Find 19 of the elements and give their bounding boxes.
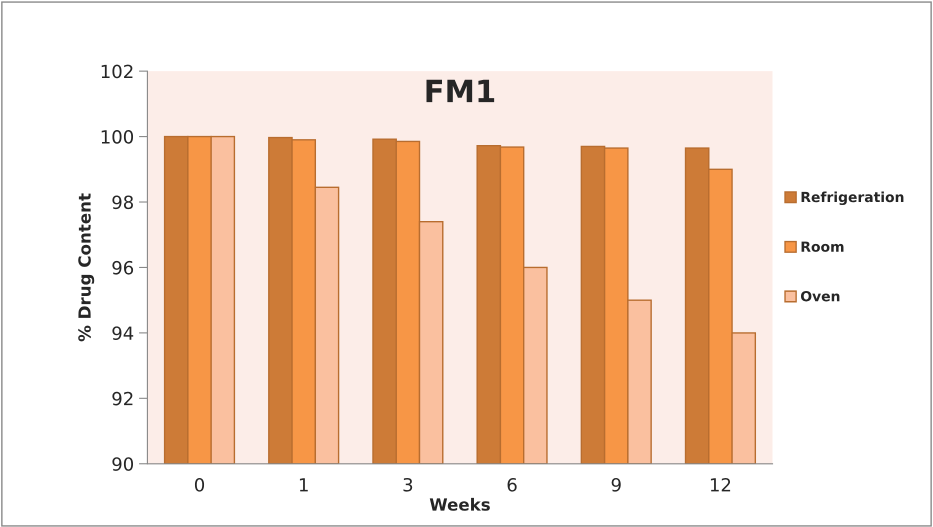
y-tick-label: 98 <box>112 195 133 210</box>
y-tick-label: 90 <box>112 457 134 471</box>
legend-label: Room <box>802 242 844 252</box>
y-tick-label: 94 <box>112 326 134 340</box>
y-tick-label: 102 <box>102 64 132 78</box>
x-tick-label: 1 <box>300 478 308 492</box>
y-axis-title: % Drug Content <box>78 193 94 342</box>
x-tick-label: 6 <box>508 478 517 492</box>
x-tick-label: 0 <box>194 478 204 492</box>
legend-label: Oven <box>800 290 840 302</box>
chart-title: FM1 <box>426 80 494 102</box>
legend-label: Refrigeration <box>802 191 904 206</box>
y-tick-label: 100 <box>102 130 134 144</box>
x-tick-label: 12 <box>710 478 730 492</box>
x-tick-label: 3 <box>404 478 412 492</box>
y-tick-label: 96 <box>112 260 134 275</box>
x-tick-label: 9 <box>612 478 621 492</box>
x-axis-title: Weeks <box>430 498 490 511</box>
y-tick-label: 92 <box>112 392 132 406</box>
